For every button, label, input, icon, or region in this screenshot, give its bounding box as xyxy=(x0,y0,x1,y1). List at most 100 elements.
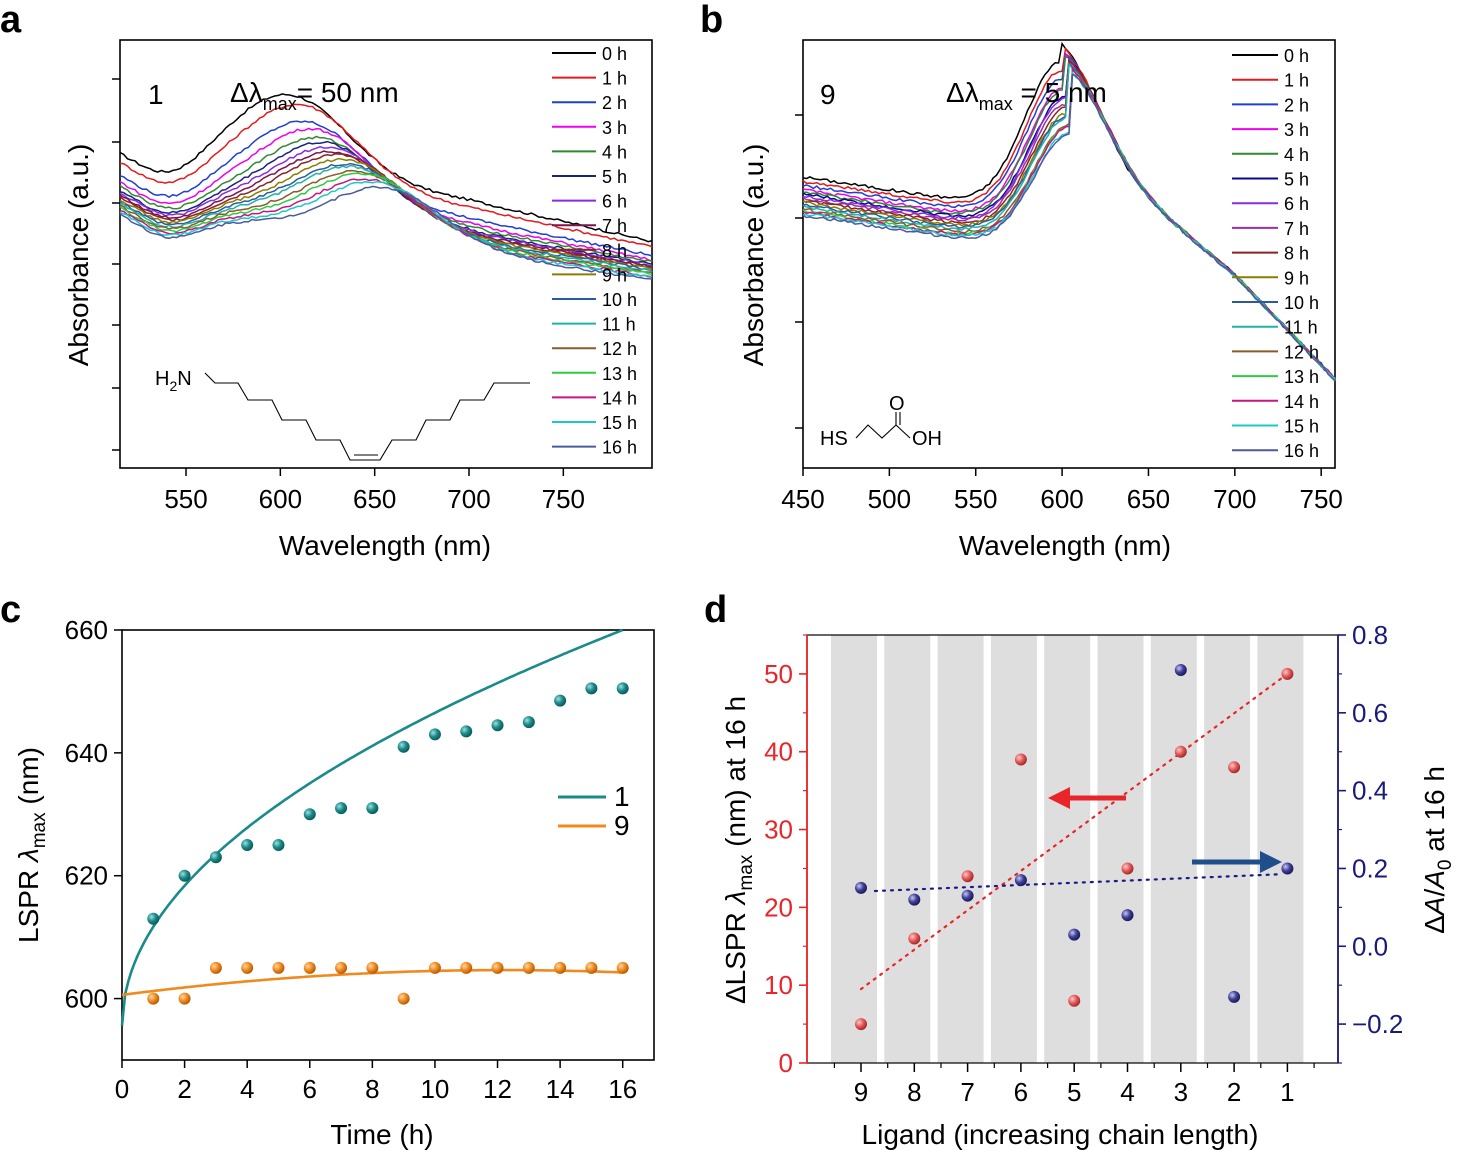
panel-a-xtick-label: 550 xyxy=(164,484,207,514)
panel-d-point-dA xyxy=(1228,990,1241,1003)
panel-a-curve-13h xyxy=(119,172,653,275)
panel-c-point-series-1 xyxy=(209,851,222,864)
panel-b-xtick-label: 700 xyxy=(1213,484,1256,514)
panel-a-ylabel: Absorbance (a.u.) xyxy=(63,144,94,367)
panel-d-ytick-left-label: 0 xyxy=(779,1048,793,1078)
panel-c-xtick-label: 12 xyxy=(483,1074,512,1104)
panel-d-band xyxy=(1204,635,1251,1063)
panel-c-point-series-1 xyxy=(366,802,379,815)
panel-b-legend-label: 15 h xyxy=(1284,417,1319,437)
panel-b-xticks: 450 500 550 600 650 700 750 xyxy=(781,468,1343,514)
panel-d-xlabel: Ligand (increasing chain length) xyxy=(862,1119,1259,1150)
panel-c-fit-1 xyxy=(120,628,624,1026)
panel-d-ytick-right-label: 0.0 xyxy=(1352,931,1388,961)
panel-a-curve-4h xyxy=(119,135,653,263)
panel-b-curve-11h xyxy=(802,62,1336,381)
panel-c-xtick-label: 4 xyxy=(240,1074,254,1104)
panel-c-point-series-9 xyxy=(522,961,535,974)
panel-c-point-series-1 xyxy=(522,716,535,729)
panel-b-legend-label: 10 h xyxy=(1284,293,1319,313)
panel-a-xticks: 550 600 650 700 750 xyxy=(164,468,585,514)
panel-a-curve-1h xyxy=(119,103,653,248)
panel-a-legend-label: 14 h xyxy=(602,388,637,408)
panel-d-ytick-right-label: −0.2 xyxy=(1352,1009,1403,1039)
panel-a: a 550 600 650 700 750 Wavelength (nm) Absorb… xyxy=(0,0,653,561)
panel-d-ytick-right-label: 0.2 xyxy=(1352,853,1388,883)
panel-a-legend-label: 15 h xyxy=(602,413,637,433)
svg-text:O: O xyxy=(889,393,905,415)
panel-b-legend-label: 0 h xyxy=(1284,46,1309,66)
panel-a-annotation: Δλmax= 50 nm xyxy=(230,77,399,114)
panel-b-curve-10h xyxy=(802,62,1336,380)
panel-b-legend-label: 1 h xyxy=(1284,71,1309,91)
panel-b-xtick-label: 550 xyxy=(954,484,997,514)
panel-b-legend-label: 9 h xyxy=(1284,268,1309,288)
panel-d-point-dA xyxy=(1174,664,1187,677)
panel-d-ytick-left-label: 10 xyxy=(764,970,793,1000)
panel-a-molecule: H2N xyxy=(155,368,530,461)
panel-d-trend-left xyxy=(859,672,1289,991)
panel-c-point-series-1 xyxy=(616,682,629,695)
panel-d-point-dA xyxy=(961,889,974,902)
panel-a-curve-3h xyxy=(119,127,653,262)
panel-a-xtick-label: 650 xyxy=(353,484,396,514)
panel-b-legend-label: 14 h xyxy=(1284,392,1319,412)
panel-c-ytick-label: 620 xyxy=(65,861,108,891)
panel-d-ytick-left-label: 40 xyxy=(764,737,793,767)
panel-c-point-series-9 xyxy=(554,961,567,974)
panel-a-legend-label: 11 h xyxy=(602,315,636,335)
panel-a-legend-label: 7 h xyxy=(602,216,627,236)
panel-a-curve-11h xyxy=(119,164,653,273)
panel-d-ylabel-right: ΔA/A0 at 16 h xyxy=(1419,766,1456,934)
panel-c-point-series-9 xyxy=(397,992,410,1005)
panel-a-legend-label: 9 h xyxy=(602,265,627,285)
panel-d-ytick-right-label: 0.4 xyxy=(1352,776,1388,806)
panel-d-xtick-label: 2 xyxy=(1227,1077,1241,1107)
panel-c-point-series-1 xyxy=(554,694,567,707)
panel-c-legend: 1 9 xyxy=(558,781,630,841)
panel-d-point-lspr xyxy=(1228,761,1241,774)
panel-a-legend-label: 2 h xyxy=(602,93,627,113)
panel-d-ytick-left-label: 50 xyxy=(764,659,793,689)
panel-c-xtick-label: 0 xyxy=(115,1074,129,1104)
panel-c-xtick-label: 10 xyxy=(420,1074,449,1104)
panel-b-legend-label: 5 h xyxy=(1284,170,1309,190)
panel-b-curve-9h xyxy=(802,61,1336,380)
panel-d-xtick-label: 5 xyxy=(1067,1077,1081,1107)
panel-b-xtick-label: 500 xyxy=(868,484,911,514)
panel-b-legend-label: 6 h xyxy=(1284,194,1309,214)
panel-b-legend-label: 16 h xyxy=(1284,441,1319,461)
panel-c-point-series-9 xyxy=(616,961,629,974)
panel-b-curve-16h xyxy=(802,73,1336,382)
panel-a-legend: 0 h 1 h 2 h 3 h 4 h 5 h 6 h 7 h 8 h 9 h 10 h 11 h 12… xyxy=(552,44,637,458)
panel-d-band xyxy=(1150,635,1197,1063)
panel-b-legend-label: 11 h xyxy=(1284,318,1318,338)
panel-b-xtick-label: 750 xyxy=(1299,484,1342,514)
panel-d-trend-right xyxy=(873,873,1281,893)
panel-c-xtick-label: 8 xyxy=(365,1074,379,1104)
panel-c-label: c xyxy=(0,589,21,631)
panel-c-point-series-9 xyxy=(178,992,191,1005)
panel-d-band xyxy=(1257,635,1304,1063)
panel-c-ytick-label: 640 xyxy=(65,738,108,768)
panel-c-xlabel: Time (h) xyxy=(330,1119,433,1150)
panel-a-curve-15h xyxy=(119,180,653,278)
panel-a-legend-label: 12 h xyxy=(602,339,637,359)
svg-text:OH: OH xyxy=(912,428,942,450)
panel-c-point-series-9 xyxy=(491,961,504,974)
panel-b-frame xyxy=(802,39,1336,469)
panel-c-point-series-1 xyxy=(303,808,316,821)
panel-d-point-lspr xyxy=(1121,862,1134,875)
panel-d-right-arrow xyxy=(1192,851,1282,873)
panel-d-point-dA xyxy=(1014,874,1027,887)
panel-a-xlabel: Wavelength (nm) xyxy=(279,530,491,561)
panel-a-frame xyxy=(119,39,653,469)
panel-c-point-series-9 xyxy=(303,961,316,974)
panel-c-xtick-label: 2 xyxy=(177,1074,191,1104)
panel-b-annotation: Δλmax = 5 nm xyxy=(946,77,1107,114)
panel-c-ytick-label: 660 xyxy=(65,615,108,645)
panel-b-legend: 0 h 1 h 2 h 3 h 4 h 5 h 6 h 7 h 8 h 9 h 10 h 11 h 12… xyxy=(1232,46,1319,461)
panel-c-ytick-label: 600 xyxy=(65,984,108,1014)
panel-c-point-series-1 xyxy=(147,912,160,925)
panel-b-legend-label: 12 h xyxy=(1284,342,1319,362)
